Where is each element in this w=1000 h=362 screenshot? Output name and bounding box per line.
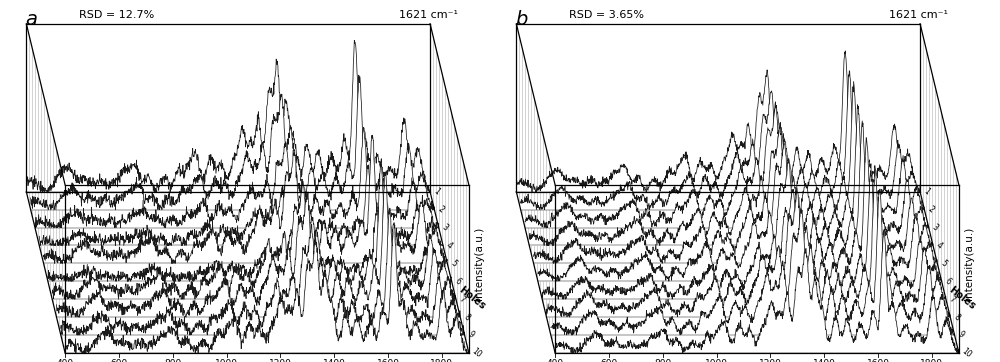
Text: 1: 1 xyxy=(922,187,931,197)
Text: Intensity(a.u.): Intensity(a.u.) xyxy=(474,227,484,300)
Text: 1: 1 xyxy=(432,187,441,197)
Text: 1400: 1400 xyxy=(813,359,836,362)
Text: 7: 7 xyxy=(458,294,467,304)
Text: 1000: 1000 xyxy=(705,359,728,362)
Text: 800: 800 xyxy=(654,359,671,362)
Text: a: a xyxy=(26,10,38,29)
Text: 1200: 1200 xyxy=(759,359,782,362)
Text: 1200: 1200 xyxy=(269,359,292,362)
Text: 1000: 1000 xyxy=(215,359,238,362)
Text: 1800: 1800 xyxy=(920,359,943,362)
Text: 8: 8 xyxy=(462,312,471,322)
Text: 2: 2 xyxy=(926,205,935,215)
Text: 1621 cm⁻¹: 1621 cm⁻¹ xyxy=(399,10,458,20)
Text: 1400: 1400 xyxy=(323,359,346,362)
Text: 1800: 1800 xyxy=(430,359,453,362)
Text: 4: 4 xyxy=(445,240,454,251)
Text: 3: 3 xyxy=(930,223,940,233)
Text: Holes: Holes xyxy=(946,285,977,311)
Text: 600: 600 xyxy=(600,359,618,362)
Text: 3: 3 xyxy=(440,223,450,233)
Text: 1600: 1600 xyxy=(867,359,890,362)
Text: 10: 10 xyxy=(960,346,974,359)
Text: 6: 6 xyxy=(453,276,463,286)
Text: 1621 cm⁻¹: 1621 cm⁻¹ xyxy=(889,10,948,20)
Text: 10: 10 xyxy=(470,346,484,359)
Text: 400: 400 xyxy=(57,359,74,362)
Text: 9: 9 xyxy=(466,330,476,340)
Text: 400: 400 xyxy=(547,359,564,362)
Text: RSD = 12.7%: RSD = 12.7% xyxy=(79,10,155,20)
Text: b: b xyxy=(516,10,528,29)
Text: 4: 4 xyxy=(935,240,944,251)
Text: RSD = 3.65%: RSD = 3.65% xyxy=(569,10,644,20)
Text: 5: 5 xyxy=(449,258,458,268)
Text: 9: 9 xyxy=(956,330,966,340)
Text: 800: 800 xyxy=(164,359,181,362)
Text: 1600: 1600 xyxy=(377,359,400,362)
Text: Intensity(a.u.): Intensity(a.u.) xyxy=(964,227,974,300)
Text: Holes: Holes xyxy=(456,285,487,311)
Text: 6: 6 xyxy=(943,276,953,286)
Text: 8: 8 xyxy=(952,312,961,322)
Text: 5: 5 xyxy=(939,258,948,268)
Text: 7: 7 xyxy=(948,294,957,304)
Text: 600: 600 xyxy=(110,359,128,362)
Text: 2: 2 xyxy=(436,205,445,215)
